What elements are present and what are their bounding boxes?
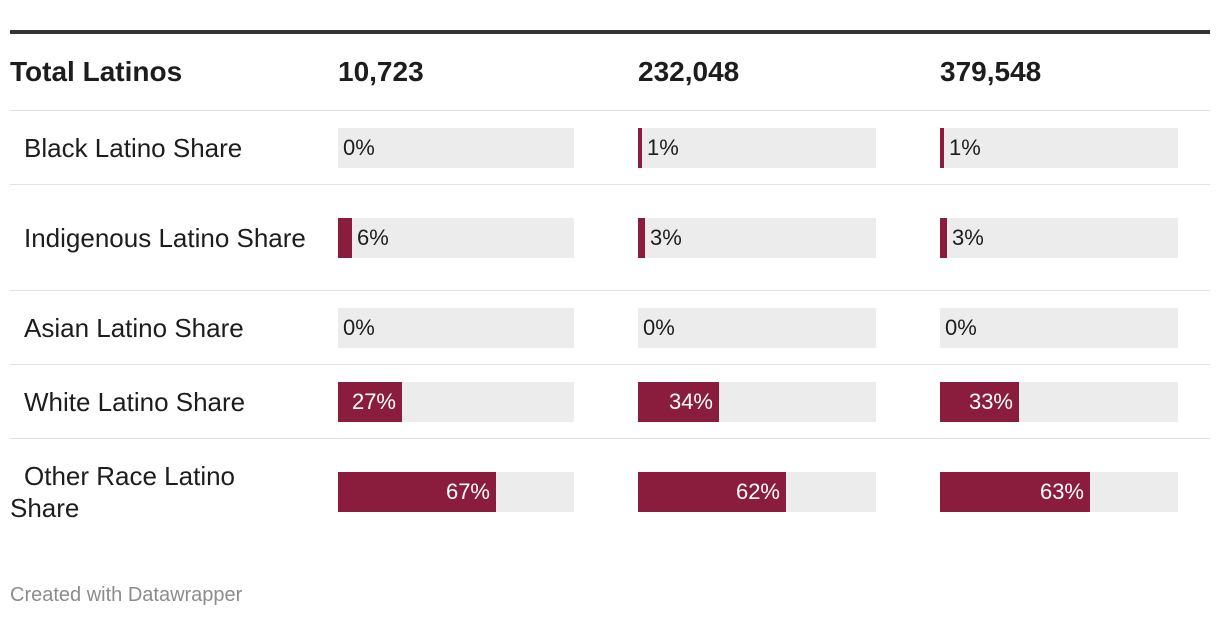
header-row: Total Latinos 10,723 232,048 379,548 <box>10 34 1210 111</box>
value-label: 33% <box>968 388 1013 414</box>
bar-track: 0% <box>940 307 1178 348</box>
bar-track: 6% <box>338 217 574 258</box>
header-label: Total Latinos <box>10 56 183 87</box>
bar-track: 27% <box>338 381 574 422</box>
total-col-1: 10,723 <box>338 56 424 87</box>
total-col-3: 379,548 <box>940 56 1042 87</box>
bar <box>940 472 1090 512</box>
bar-track: 1% <box>940 127 1178 168</box>
bar-track: 62% <box>638 472 876 512</box>
row-label: Asian Latino Share <box>24 312 244 343</box>
bar-track: 0% <box>338 307 574 348</box>
bar-track: 34% <box>638 381 876 422</box>
value-label: 0% <box>343 314 375 340</box>
value-label: 0% <box>343 134 375 160</box>
bar <box>940 127 944 168</box>
value-label: 34% <box>668 388 713 414</box>
bar-track: 0% <box>338 127 574 168</box>
value-label: 63% <box>1039 479 1084 504</box>
footer-credit: Created with Datawrapper <box>10 584 243 606</box>
bar <box>940 381 1019 422</box>
table-row: Asian Latino Share 0% 0% 0% <box>10 291 1210 365</box>
bar-track: 0% <box>638 307 876 348</box>
data-table: Total Latinos 10,723 232,048 379,548 Bla… <box>10 30 1210 545</box>
value-label: 3% <box>650 224 682 250</box>
row-label: Other Race Latino Share <box>10 461 236 523</box>
bar <box>638 472 786 512</box>
value-label: 27% <box>351 388 396 414</box>
row-label: Indigenous Latino Share <box>24 222 306 253</box>
bar <box>338 381 402 422</box>
bar-track: 33% <box>940 381 1178 422</box>
table-row: Other Race Latino Share 67% 62% 63% <box>10 439 1210 545</box>
bar <box>638 217 645 258</box>
bar-track: 1% <box>638 127 876 168</box>
bar-track: 3% <box>638 217 876 258</box>
value-label: 1% <box>647 134 679 160</box>
value-label: 0% <box>945 314 977 340</box>
bar-track: 3% <box>940 217 1178 258</box>
total-col-2: 232,048 <box>638 56 740 87</box>
bar <box>338 217 352 258</box>
value-label: 6% <box>357 224 389 250</box>
bar <box>940 217 947 258</box>
value-label: 67% <box>445 479 490 504</box>
bar <box>638 381 719 422</box>
bar <box>638 127 642 168</box>
bar-track: 67% <box>338 472 574 512</box>
row-label: Black Latino Share <box>24 132 243 163</box>
bar-track: 63% <box>940 472 1178 512</box>
bar <box>338 472 496 512</box>
table-row: Black Latino Share 0% 1% 1% <box>10 111 1210 185</box>
table-row: Indigenous Latino Share 6% 3% 3% <box>10 185 1210 291</box>
value-label: 3% <box>952 224 984 250</box>
value-label: 62% <box>735 479 780 504</box>
value-label: 1% <box>949 134 981 160</box>
row-label: White Latino Share <box>24 386 246 417</box>
table-row: White Latino Share 27% 34% 33% <box>10 365 1210 439</box>
value-label: 0% <box>643 314 675 340</box>
